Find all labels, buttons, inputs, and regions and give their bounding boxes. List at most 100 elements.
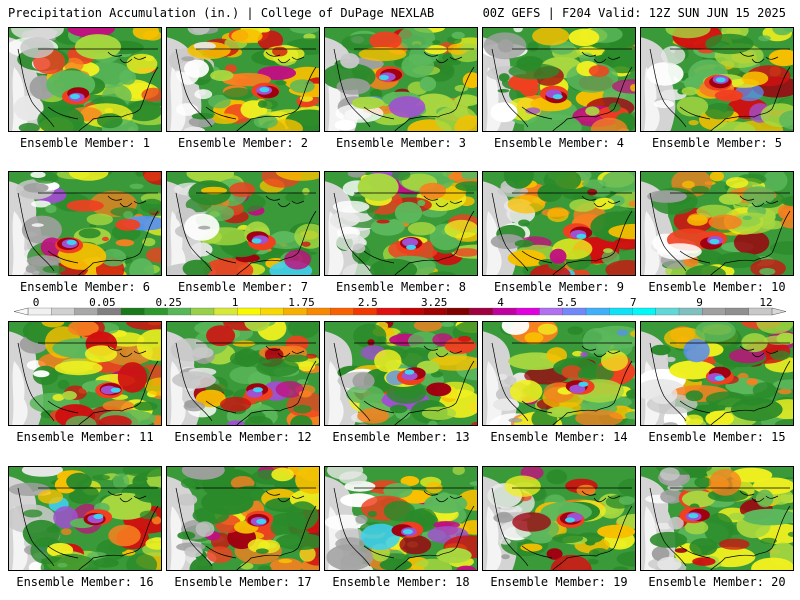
- colorbar-swatch: [725, 307, 750, 316]
- colorbar-swatch: [632, 307, 657, 316]
- ensemble-member-label: Ensemble Member: 9: [493, 280, 625, 294]
- ensemble-member-label: Ensemble Member: 12: [174, 430, 312, 444]
- colorbar-swatch: [306, 307, 331, 316]
- colorbar-swatch: [469, 307, 494, 316]
- precipitation-map: [8, 171, 162, 276]
- colorbar-swatch: [97, 307, 122, 316]
- ensemble-member-panel: Ensemble Member: 18: [324, 466, 478, 589]
- colorbar-right-arrow: [771, 307, 786, 316]
- ensemble-member-panel: Ensemble Member: 6: [8, 171, 162, 294]
- ensemble-member-panel: Ensemble Member: 15: [640, 321, 794, 444]
- ensemble-member-panel: Ensemble Member: 12: [166, 321, 320, 444]
- precipitation-map: [640, 27, 794, 132]
- colorbar-swatch: [423, 307, 447, 316]
- colorbar-label: 4: [497, 297, 504, 309]
- ensemble-member-label: Ensemble Member: 7: [177, 280, 309, 294]
- colorbar-label: 0: [33, 297, 40, 309]
- colorbar-swatch: [74, 307, 99, 316]
- precipitation-map: [8, 466, 162, 571]
- colorbar-swatch: [702, 307, 726, 316]
- colorbar-label: 1.75: [288, 297, 315, 309]
- colorbar-swatch: [353, 307, 378, 316]
- ensemble-member-panel: Ensemble Member: 8: [324, 171, 478, 294]
- colorbar-swatch: [330, 307, 354, 316]
- precipitation-map: [324, 27, 478, 132]
- colorbar-label: 5.5: [557, 297, 577, 309]
- ensemble-member-label: Ensemble Member: 4: [493, 136, 625, 150]
- ensemble-member-label: Ensemble Member: 18: [332, 575, 470, 589]
- colorbar-label: 1: [232, 297, 239, 309]
- precipitation-map: [166, 321, 320, 426]
- colorbar-swatch: [748, 307, 773, 316]
- colorbar: 0 0.05 0.25 1 1.75 2.5 3.25 4 5.5 7 9 12: [14, 297, 786, 316]
- precipitation-map: [482, 27, 636, 132]
- colorbar-swatch: [213, 307, 238, 316]
- precipitation-map: [324, 321, 478, 426]
- colorbar-swatch: [27, 307, 52, 316]
- colorbar-swatch: [260, 307, 285, 316]
- precipitation-map: [640, 466, 794, 571]
- precipitation-map: [166, 171, 320, 276]
- precipitation-map: [640, 171, 794, 276]
- colorbar-swatch: [539, 307, 564, 316]
- ensemble-member-label: Ensemble Member: 2: [177, 136, 309, 150]
- ensemble-member-label: Ensemble Member: 20: [648, 575, 786, 589]
- ensemble-member-label: Ensemble Member: 5: [651, 136, 783, 150]
- precipitation-map: [324, 171, 478, 276]
- colorbar-swatch: [399, 307, 424, 316]
- colorbar-swatch: [376, 307, 401, 316]
- header-valid-time: 00Z GEFS | F204 Valid: 12Z SUN JUN 15 20…: [482, 6, 786, 20]
- colorbar-label: 0.25: [155, 297, 182, 309]
- colorbar-swatch: [516, 307, 540, 316]
- colorbar-left-arrow: [14, 307, 29, 316]
- colorbar-swatch: [446, 307, 471, 316]
- colorbar-swatch: [120, 307, 145, 316]
- ensemble-member-panel: Ensemble Member: 17: [166, 466, 320, 589]
- ensemble-member-panel: Ensemble Member: 5: [640, 27, 794, 150]
- colorbar-label: 7: [630, 297, 637, 309]
- ensemble-member-label: Ensemble Member: 19: [490, 575, 628, 589]
- precipitation-map: [324, 466, 478, 571]
- ensemble-member-label: Ensemble Member: 15: [648, 430, 786, 444]
- ensemble-member-panel: Ensemble Member: 4: [482, 27, 636, 150]
- precipitation-map: [640, 321, 794, 426]
- ensemble-member-panel: Ensemble Member: 9: [482, 171, 636, 294]
- colorbar-label: 2.5: [358, 297, 378, 309]
- colorbar-label: 3.25: [421, 297, 448, 309]
- colorbar-swatch: [283, 307, 308, 316]
- ensemble-member-label: Ensemble Member: 10: [648, 280, 786, 294]
- precipitation-map: [482, 171, 636, 276]
- ensemble-member-label: Ensemble Member: 1: [19, 136, 151, 150]
- colorbar-swatch: [190, 307, 215, 316]
- ensemble-member-panel: Ensemble Member: 7: [166, 171, 320, 294]
- ensemble-member-panel: Ensemble Member: 10: [640, 171, 794, 294]
- ensemble-member-label: Ensemble Member: 17: [174, 575, 312, 589]
- precipitation-map: [8, 321, 162, 426]
- colorbar-swatch: [655, 307, 680, 316]
- ensemble-member-panel: Ensemble Member: 1: [8, 27, 162, 150]
- colorbar-swatch: [609, 307, 633, 316]
- colorbar-swatch: [51, 307, 75, 316]
- ensemble-member-panel: Ensemble Member: 13: [324, 321, 478, 444]
- ensemble-member-label: Ensemble Member: 3: [335, 136, 467, 150]
- precipitation-map: [482, 321, 636, 426]
- ensemble-member-panel: Ensemble Member: 16: [8, 466, 162, 589]
- ensemble-member-panel: Ensemble Member: 19: [482, 466, 636, 589]
- ensemble-member-panel: Ensemble Member: 20: [640, 466, 794, 589]
- header-title: Precipitation Accumulation (in.) | Colle…: [8, 6, 435, 20]
- colorbar-swatch: [237, 307, 261, 316]
- colorbar-label: 12: [759, 297, 772, 309]
- colorbar-swatch: [585, 307, 610, 316]
- ensemble-member-label: Ensemble Member: 14: [490, 430, 628, 444]
- precipitation-map: [166, 466, 320, 571]
- colorbar-label: 0.05: [89, 297, 116, 309]
- colorbar-swatch: [562, 307, 587, 316]
- colorbar-swatch: [492, 307, 517, 316]
- ensemble-member-label: Ensemble Member: 6: [19, 280, 151, 294]
- ensemble-member-panel: Ensemble Member: 3: [324, 27, 478, 150]
- ensemble-member-panel: Ensemble Member: 11: [8, 321, 162, 444]
- colorbar-swatch: [144, 307, 168, 316]
- ensemble-member-label: Ensemble Member: 16: [16, 575, 154, 589]
- ensemble-member-label: Ensemble Member: 13: [332, 430, 470, 444]
